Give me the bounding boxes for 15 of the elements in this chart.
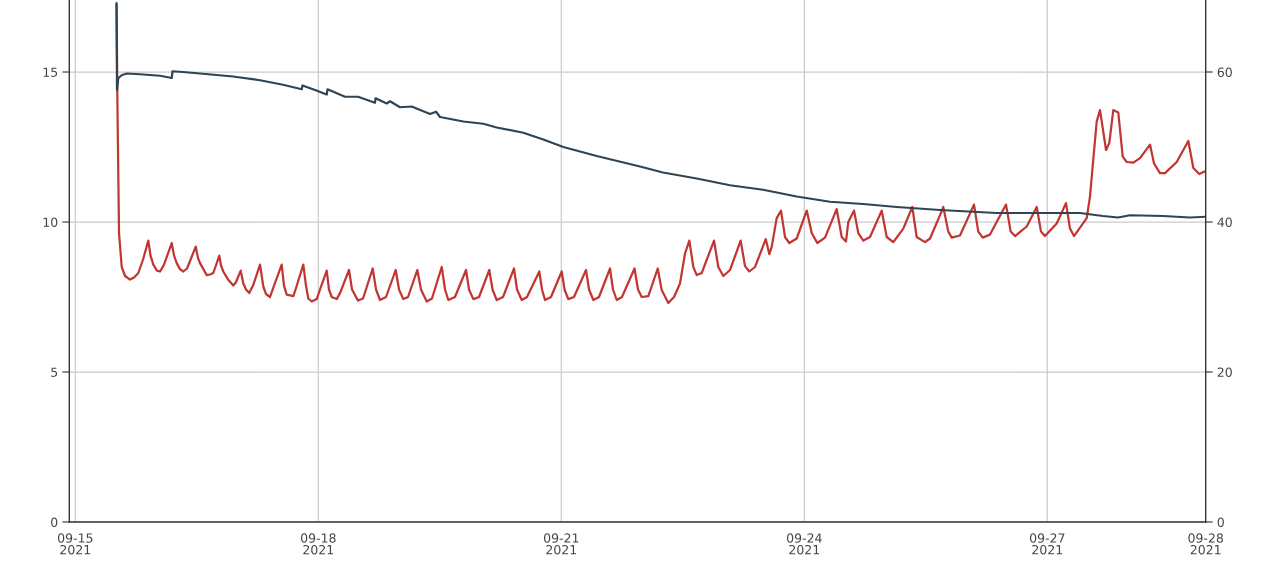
- x-tick-label: 09-18 2021: [300, 533, 336, 555]
- line-series: [115, 1, 1206, 219]
- y-tick-label: 15: [43, 67, 58, 77]
- y2-tick-label: 0: [1217, 517, 1224, 527]
- x-tick-label: 09-28 2021: [1188, 533, 1224, 555]
- x-tick-label: 09-15 2021: [57, 533, 93, 555]
- y2-tick-label: 40: [1217, 217, 1232, 227]
- y-tick-label: 0: [51, 517, 58, 527]
- y2-tick-label: 60: [1217, 67, 1232, 77]
- x-tick-label: 09-21 2021: [543, 533, 579, 555]
- x-tick-label: 09-24 2021: [786, 533, 822, 555]
- x-tick-label: 09-27 2021: [1029, 533, 1065, 555]
- y-tick-label: 5: [51, 367, 58, 377]
- y-tick-label: 10: [43, 217, 58, 227]
- y2-tick-label: 20: [1217, 367, 1232, 377]
